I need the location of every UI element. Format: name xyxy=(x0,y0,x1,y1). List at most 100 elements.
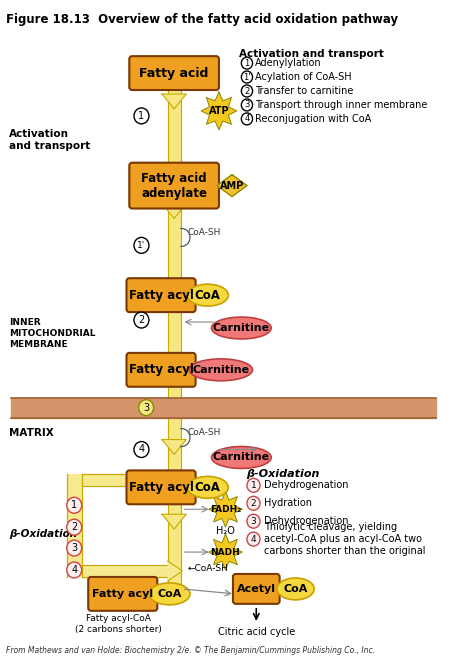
Circle shape xyxy=(138,400,154,416)
Text: Transport through inner membrane: Transport through inner membrane xyxy=(255,100,428,110)
Circle shape xyxy=(247,479,260,492)
Text: Acylation of CoA-SH: Acylation of CoA-SH xyxy=(255,72,352,82)
Text: 3: 3 xyxy=(71,543,77,553)
Polygon shape xyxy=(209,534,242,570)
Text: 2: 2 xyxy=(71,522,77,532)
FancyBboxPatch shape xyxy=(127,471,196,504)
Text: Transfer to carnitine: Transfer to carnitine xyxy=(255,86,354,96)
Text: 2: 2 xyxy=(244,87,250,95)
Text: 2: 2 xyxy=(138,315,145,325)
Circle shape xyxy=(241,71,253,83)
Text: 4: 4 xyxy=(138,444,145,455)
Text: Fatty acyl: Fatty acyl xyxy=(128,481,193,494)
Circle shape xyxy=(67,497,82,513)
Text: 4: 4 xyxy=(251,535,256,543)
Text: 1: 1 xyxy=(244,59,250,67)
Text: 1': 1' xyxy=(137,241,146,250)
Circle shape xyxy=(247,514,260,528)
Polygon shape xyxy=(162,440,186,455)
Polygon shape xyxy=(67,475,82,577)
Text: Carnitine: Carnitine xyxy=(192,365,249,375)
Text: CoA: CoA xyxy=(195,481,221,494)
Text: Hydration: Hydration xyxy=(264,498,312,508)
Circle shape xyxy=(241,57,253,69)
Text: 3: 3 xyxy=(244,100,250,110)
Circle shape xyxy=(247,532,260,546)
Text: Activation and transport: Activation and transport xyxy=(239,49,384,59)
Polygon shape xyxy=(168,473,181,488)
Text: ←CoA-SH: ←CoA-SH xyxy=(187,564,228,574)
Polygon shape xyxy=(82,565,169,577)
Text: 1: 1 xyxy=(71,500,77,510)
Text: From Mathews and van Holde: Biochemistry 2/e. © The Benjamin/Cummings Publishing: From Mathews and van Holde: Biochemistry… xyxy=(6,646,375,654)
Ellipse shape xyxy=(187,477,228,498)
Polygon shape xyxy=(168,56,181,599)
Polygon shape xyxy=(162,514,186,529)
Text: INNER
MITOCHONDRIAL
MEMBRANE: INNER MITOCHONDRIAL MEMBRANE xyxy=(9,318,95,349)
Text: Fatty acyl-CoA
(2 carbons shorter): Fatty acyl-CoA (2 carbons shorter) xyxy=(75,614,162,634)
Polygon shape xyxy=(162,293,186,308)
Circle shape xyxy=(67,540,82,556)
Circle shape xyxy=(67,562,82,578)
Text: AMP: AMP xyxy=(220,180,244,190)
Text: H₂O: H₂O xyxy=(216,526,235,536)
Text: 2: 2 xyxy=(251,499,256,508)
FancyBboxPatch shape xyxy=(88,577,157,611)
Circle shape xyxy=(134,108,149,124)
Polygon shape xyxy=(82,475,168,486)
Ellipse shape xyxy=(149,583,190,605)
Text: 4: 4 xyxy=(244,114,250,124)
Text: β-Oxidation: β-Oxidation xyxy=(9,529,77,539)
Text: 3: 3 xyxy=(143,403,149,412)
Text: CoA-SH: CoA-SH xyxy=(187,428,220,436)
Text: NADH: NADH xyxy=(210,547,240,557)
Text: Activation
and transport: Activation and transport xyxy=(9,129,90,151)
Text: Carnitine: Carnitine xyxy=(213,453,270,463)
FancyBboxPatch shape xyxy=(233,574,280,604)
Text: Figure 18.13  Overview of the fatty acid oxidation pathway: Figure 18.13 Overview of the fatty acid … xyxy=(6,13,398,26)
Polygon shape xyxy=(209,491,242,527)
Circle shape xyxy=(241,85,253,97)
FancyBboxPatch shape xyxy=(129,56,219,90)
Text: Acetyl: Acetyl xyxy=(237,584,276,594)
Ellipse shape xyxy=(187,284,228,306)
Text: Dehydrogenation: Dehydrogenation xyxy=(264,516,348,526)
Ellipse shape xyxy=(189,359,253,381)
Text: 1': 1' xyxy=(243,73,251,81)
FancyBboxPatch shape xyxy=(127,353,196,387)
Text: CoA: CoA xyxy=(283,584,308,594)
Circle shape xyxy=(67,519,82,535)
Text: Citric acid cycle: Citric acid cycle xyxy=(218,627,295,637)
Circle shape xyxy=(241,99,253,111)
FancyBboxPatch shape xyxy=(129,163,219,208)
Polygon shape xyxy=(162,94,186,109)
Polygon shape xyxy=(168,561,182,581)
Polygon shape xyxy=(217,175,247,196)
Text: Dehydrogenation: Dehydrogenation xyxy=(264,481,348,490)
Text: Carnitine: Carnitine xyxy=(213,323,270,333)
Text: ATP: ATP xyxy=(209,106,229,116)
Text: Fatty acyl: Fatty acyl xyxy=(128,364,193,376)
Circle shape xyxy=(247,496,260,510)
Ellipse shape xyxy=(211,447,271,469)
Text: 1: 1 xyxy=(138,111,145,121)
Text: Reconjugation with CoA: Reconjugation with CoA xyxy=(255,114,372,124)
Text: FADH₂: FADH₂ xyxy=(210,505,241,514)
Circle shape xyxy=(134,442,149,457)
Text: MATRIX: MATRIX xyxy=(9,428,54,438)
Polygon shape xyxy=(162,204,186,219)
FancyBboxPatch shape xyxy=(127,278,196,312)
Text: CoA-SH: CoA-SH xyxy=(187,229,220,237)
Text: CoA: CoA xyxy=(157,589,182,599)
Polygon shape xyxy=(201,92,237,130)
Text: β-Oxidation: β-Oxidation xyxy=(246,469,319,479)
Text: Fatty acyl: Fatty acyl xyxy=(128,289,193,301)
Text: Adenylylation: Adenylylation xyxy=(255,58,322,68)
Circle shape xyxy=(241,113,253,125)
Text: CoA: CoA xyxy=(195,289,221,301)
Text: 4: 4 xyxy=(71,565,77,575)
Polygon shape xyxy=(11,398,436,418)
Circle shape xyxy=(134,237,149,253)
Ellipse shape xyxy=(211,317,271,339)
Circle shape xyxy=(134,312,149,328)
